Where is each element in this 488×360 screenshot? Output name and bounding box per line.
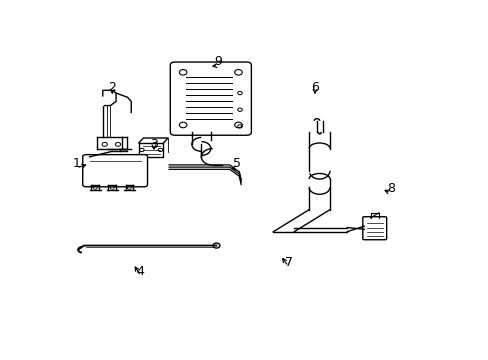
Text: 5: 5 (233, 157, 241, 170)
Text: 9: 9 (214, 55, 222, 68)
Text: 2: 2 (108, 81, 116, 94)
Text: 8: 8 (386, 182, 394, 195)
Bar (139, 143, 163, 157)
Text: 3: 3 (150, 138, 158, 151)
Text: 4: 4 (137, 265, 144, 278)
Text: 6: 6 (310, 81, 318, 94)
Text: 7: 7 (284, 256, 292, 269)
FancyBboxPatch shape (170, 62, 251, 135)
FancyBboxPatch shape (82, 155, 147, 187)
Text: 1: 1 (72, 157, 80, 170)
FancyBboxPatch shape (362, 217, 386, 240)
